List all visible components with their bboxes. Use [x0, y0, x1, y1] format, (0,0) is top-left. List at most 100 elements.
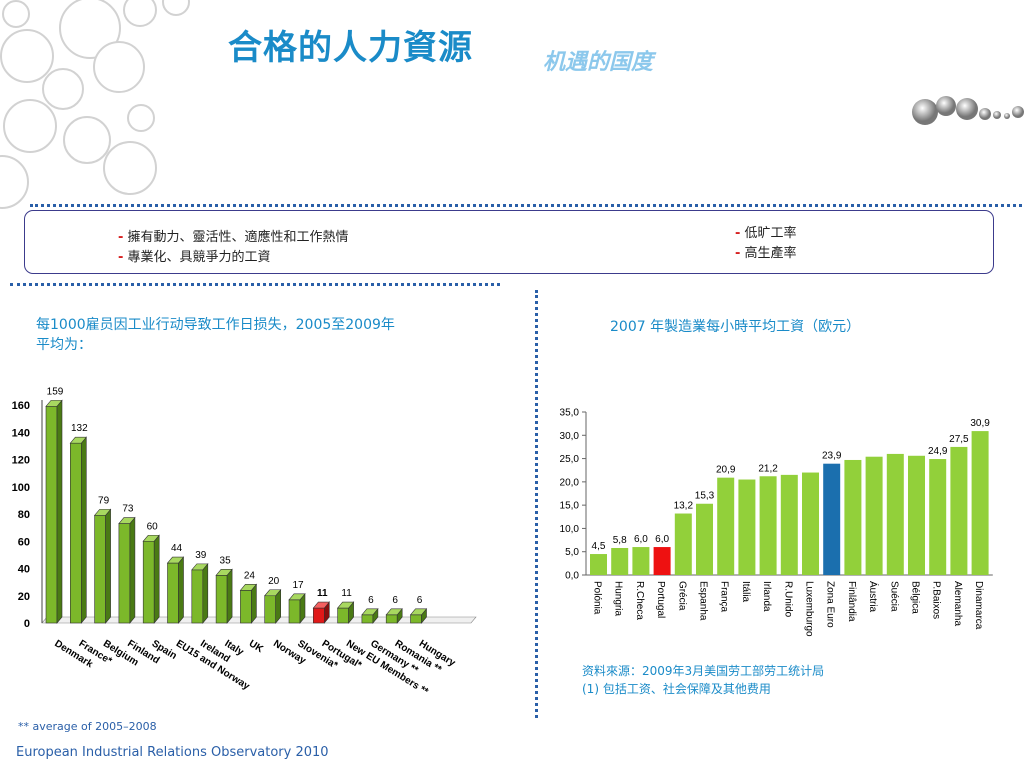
bar	[844, 459, 862, 575]
bar-value-label: 17	[292, 580, 304, 591]
bar-side	[56, 399, 63, 624]
bar	[288, 599, 301, 624]
bar	[264, 595, 277, 624]
bar	[118, 523, 131, 624]
bar	[240, 590, 252, 624]
bar	[70, 442, 82, 624]
bar-value-label: 13,2	[674, 501, 694, 512]
bar-value-label: 30,9	[970, 418, 990, 429]
y-tick-label: 80	[18, 509, 30, 521]
bar-side	[251, 583, 257, 624]
bar	[385, 614, 398, 624]
y-tick-label: 0	[24, 618, 30, 630]
source-note: 资料來源：2009年3月美国劳工部劳工统计局 (1) 包括工资、社会保障及其他费…	[582, 662, 824, 698]
category-label: R.Checa	[634, 581, 645, 620]
bar	[865, 456, 883, 575]
bar-top	[215, 569, 233, 576]
bar-value-label: 6,0	[634, 534, 648, 545]
bar-value-label: 4,5	[592, 541, 606, 552]
bar	[590, 554, 607, 575]
y-tick-label: 0,0	[565, 571, 579, 582]
y-tick-label: 140	[12, 427, 30, 439]
bar-value-label: 6	[368, 595, 374, 606]
bullet-right-1: - 低旷工率	[735, 226, 797, 241]
category-label: Polónia	[592, 581, 603, 615]
bar-top	[166, 556, 185, 564]
bar	[45, 406, 58, 624]
bar-value-label: 79	[98, 495, 110, 506]
footnote: ** average of 2005–2008	[18, 720, 157, 733]
bar	[802, 472, 819, 575]
bar-value-label: 20	[268, 576, 280, 587]
bar-side	[178, 556, 184, 624]
bar-value-label: 15,3	[695, 491, 715, 502]
category-label: Grécia	[676, 581, 687, 611]
category-label: Luxemburgo	[804, 581, 815, 637]
bar-value-label: 6	[417, 595, 423, 606]
bar	[950, 446, 968, 575]
y-tick-label: 40	[18, 564, 30, 576]
category-label: Dinamarca	[973, 581, 984, 630]
bar-value-label: 23,9	[822, 451, 842, 462]
y-tick-label: 25,0	[560, 454, 580, 465]
bar-value-label: 24	[244, 570, 256, 581]
y-tick-label: 100	[12, 482, 30, 494]
source-line-2: (1) 包括工资、社会保障及其他费用	[582, 682, 771, 696]
bar-top	[264, 589, 282, 597]
bar-top	[288, 593, 306, 601]
bar	[632, 547, 650, 575]
y-tick-label: 120	[12, 455, 30, 467]
category-label: UK	[247, 638, 266, 655]
category-label: Finlândia	[846, 581, 857, 622]
bar	[410, 614, 422, 624]
bar-top	[142, 534, 160, 542]
bar-side	[81, 436, 87, 624]
bullet-left-2: - 專業化、具競爭力的工資	[118, 250, 271, 265]
highlights-box	[24, 210, 994, 274]
bar	[759, 476, 777, 575]
bar-side	[129, 516, 136, 624]
category-label: P.Baixos	[931, 581, 942, 619]
bullet-left-1: - 擁有動力、靈活性、適應性和工作熱情	[118, 230, 349, 245]
category-label: Alemanha	[952, 581, 963, 626]
footer-source: European Industrial Relations Observator…	[16, 745, 329, 760]
bar-side	[226, 568, 233, 624]
bar	[971, 431, 989, 575]
category-label: Espanha	[698, 581, 709, 621]
bar	[611, 547, 629, 575]
bar	[312, 607, 325, 624]
source-line-1: 资料來源：2009年3月美国劳工部劳工统计局	[582, 664, 825, 678]
category-label: Hungria	[613, 581, 624, 616]
category-label: R.Unido	[782, 581, 793, 618]
category-label: Bélgica	[910, 581, 921, 614]
bar	[886, 453, 904, 575]
y-tick-label: 30,0	[560, 431, 580, 442]
bar-value-label: 44	[171, 543, 183, 554]
bar-side	[105, 508, 111, 624]
wages-chart: 0,0 5,0 10,0 15,0 20,0 25,0 30,0 35,0 4,5 Polónia…	[560, 408, 993, 637]
bar-value-label: 6,0	[655, 534, 669, 545]
bar-value-label: 6	[392, 595, 398, 606]
category-label: Zona Euro	[825, 581, 836, 628]
bar-top	[409, 608, 428, 616]
bar-value-label: 21,2	[758, 463, 778, 474]
bar-top	[312, 601, 330, 609]
bar-side	[153, 534, 160, 624]
bar-value-label: 159	[47, 386, 64, 397]
y-tick-label: 15,0	[560, 501, 580, 512]
bar-top	[93, 509, 112, 516]
divider-top	[30, 204, 1022, 207]
bar-top	[336, 601, 355, 609]
bar-top	[191, 563, 209, 571]
divider-mid	[10, 283, 500, 286]
category-label: França	[719, 581, 730, 613]
y-tick-label: 5,0	[565, 547, 579, 558]
divider-vertical	[535, 290, 538, 718]
category-label: Portugal	[655, 581, 666, 618]
page-title: 合格的人力資源	[228, 28, 473, 68]
category-label: Irlanda	[761, 581, 772, 612]
bar-value-label: 5,8	[613, 535, 627, 546]
bar-value-label: 132	[71, 423, 88, 434]
bar-top	[118, 517, 136, 524]
bar-value-label: 24,9	[928, 446, 948, 457]
